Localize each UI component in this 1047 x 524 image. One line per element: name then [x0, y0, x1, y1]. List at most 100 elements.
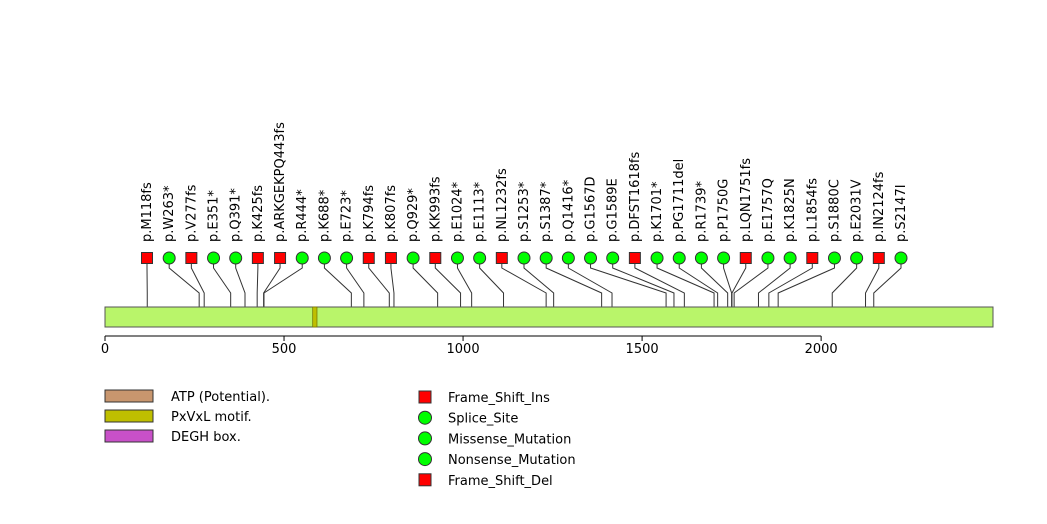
mutation-connector-34 [873, 258, 902, 307]
mutation-connector-29 [757, 258, 791, 307]
x-tick-label-1: 500 [272, 342, 297, 357]
mutation-marker-9 [340, 251, 354, 265]
mutation-legend-label-3: Nonsense_Mutation [448, 453, 576, 468]
mutation-connector-3 [213, 258, 232, 307]
mutation-connector-28 [733, 258, 769, 307]
mutation-marker-6 [274, 252, 287, 264]
mutation-label-4: p.Q391* [229, 188, 244, 242]
mutation-label-11: p.K807fs [384, 185, 399, 242]
mutation-label-18: p.S1387* [539, 181, 554, 242]
protein-track [104, 306, 994, 328]
mutation-label-1: p.W263* [162, 185, 177, 242]
mutation-marker-17 [517, 251, 531, 265]
mutation-marker-30 [806, 252, 819, 264]
mutation-label-14: p.E1024* [450, 181, 465, 242]
x-tick-label-3: 1500 [626, 342, 659, 357]
mutation-marker-7 [295, 251, 309, 265]
mutation-connector-10 [368, 258, 390, 307]
x-tick-label-4: 2000 [805, 342, 838, 357]
mutation-label-28: p.E1757Q [761, 178, 776, 242]
mutation-connector-33 [865, 258, 880, 307]
mutation-label-33: p.IN2124fs [872, 171, 887, 242]
mutation-marker-29 [783, 251, 797, 265]
mutation-legend-marker-2 [418, 431, 432, 446]
mutation-label-5: p.K425fs [251, 185, 266, 242]
mutation-label-3: p.E351* [207, 190, 222, 242]
x-tick-label-0: 0 [101, 342, 109, 357]
mutation-marker-19 [561, 251, 575, 265]
mutation-label-7: p.R444* [295, 189, 310, 242]
mutation-connector-14 [456, 258, 473, 307]
domain-legend-label-2: DEGH box. [171, 430, 241, 445]
mutation-label-23: p.K1701* [650, 181, 665, 242]
mutation-legend-marker-3 [418, 452, 432, 467]
mutation-label-6: p.ARKGEKPQ443fs [273, 122, 288, 242]
legend: ATP (Potential). PxVxL motif. DEGH box. Fra… [104, 389, 576, 489]
mutation-labels: p.M118fs p.W263* p.V277fs p.E351* p.Q391* p.K… [140, 122, 909, 242]
mutation-marker-12 [406, 251, 420, 265]
mutation-marker-4 [229, 251, 243, 265]
mutation-label-21: p.G1589E [606, 178, 621, 242]
mutation-connector-15 [479, 258, 505, 307]
domain-legend-label-0: ATP (Potential). [171, 390, 270, 405]
mutation-connector-4 [235, 258, 246, 307]
mutation-label-2: p.V277fs [184, 184, 199, 242]
mutation-label-34: p.S2147I [894, 184, 909, 242]
mutation-connector-6 [263, 258, 281, 307]
mutation-marker-28 [761, 251, 775, 265]
mutation-connector-12 [412, 258, 439, 307]
mutation-marker-21 [606, 251, 620, 265]
mutation-label-13: p.KK993fs [428, 176, 443, 242]
mutation-marker-22 [628, 252, 641, 264]
mutation-connector-5 [256, 258, 259, 307]
mutation-label-30: p.L1854fs [805, 178, 820, 242]
mutation-marker-1 [162, 251, 176, 265]
mutation-markers [141, 251, 908, 265]
mutation-label-16: p.NL1232fs [495, 168, 510, 242]
mutation-marker-20 [584, 251, 598, 265]
mutation-marker-5 [251, 252, 264, 264]
domain-legend-label-1: PxVxL motif. [171, 410, 252, 425]
mutation-connector-11 [390, 258, 395, 307]
mutation-label-19: p.Q1416* [561, 179, 576, 242]
mutation-label-8: p.K688* [317, 189, 332, 242]
mutation-label-31: p.S1880C [827, 179, 842, 242]
mutation-marker-10 [362, 252, 375, 264]
mutation-connector-2 [190, 258, 205, 307]
mutation-connector-9 [346, 258, 365, 307]
mutation-label-27: p.LQN1751fs [739, 158, 754, 242]
mutation-marker-15 [473, 251, 487, 265]
mutation-label-24: p.PG1711del [672, 159, 687, 242]
x-tick-label-2: 1000 [447, 342, 480, 357]
mutation-marker-0 [141, 252, 153, 264]
mutation-marker-32 [850, 251, 864, 265]
x-axis: 0 500 1000 1500 2000 [101, 335, 838, 357]
mutation-marker-11 [384, 252, 397, 264]
mutation-marker-33 [872, 252, 885, 264]
mutation-marker-34 [894, 251, 908, 265]
mutation-legend-marker-4 [418, 473, 432, 487]
mutation-label-29: p.K1825N [783, 178, 798, 242]
mutation-label-10: p.K794fs [362, 185, 377, 242]
mutation-marker-23 [650, 251, 664, 265]
mutation-label-22: p.DFST1618fs [628, 152, 643, 242]
mutation-connector-1 [168, 258, 200, 307]
mutation-marker-2 [185, 252, 198, 264]
mutation-legend-label-0: Frame_Shift_Ins [448, 391, 550, 406]
mutation-connector-21 [612, 258, 675, 307]
domain-legend-swatch-0 [104, 389, 154, 403]
mutation-label-17: p.S1253* [517, 181, 532, 242]
mutation-marker-8 [317, 251, 331, 265]
mutation-marker-27 [739, 252, 752, 264]
domain-legend-swatch-1 [104, 409, 154, 423]
mutation-marker-14 [450, 251, 464, 265]
mutation-legend-label-2: Missense_Mutation [448, 432, 571, 447]
mutation-marker-24 [672, 251, 686, 265]
mutation-connector-7 [263, 258, 303, 307]
mutation-marker-13 [429, 252, 442, 264]
mutation-marker-16 [495, 252, 508, 264]
protein-bar [104, 306, 994, 328]
mutation-marker-3 [207, 251, 221, 265]
mutation-marker-18 [539, 251, 553, 265]
